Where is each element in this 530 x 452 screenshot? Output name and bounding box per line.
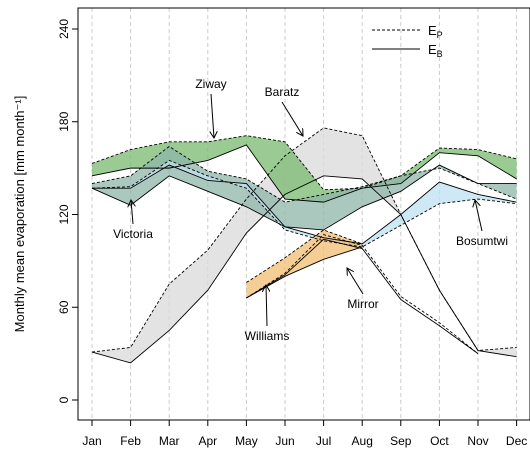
legend-sub: B <box>437 49 443 59</box>
x-tick-label: Nov <box>467 434 488 448</box>
band <box>92 160 517 247</box>
x-tick-label: Mar <box>159 434 180 448</box>
plot-frame <box>77 7 530 421</box>
band <box>92 135 517 203</box>
x-tick-label: Sep <box>390 434 412 448</box>
x-tick-label: Jul <box>316 434 331 448</box>
eb-line <box>91 144 517 203</box>
legend-symbol: E <box>428 23 437 38</box>
x-tick-label: Jan <box>82 434 101 448</box>
y-tick-label: 0 <box>57 396 71 403</box>
y-axis-label: Monthly mean evaporation [mm month⁻¹] <box>12 96 27 333</box>
legend-sub: P <box>437 30 443 40</box>
annotation-arrow <box>475 200 483 232</box>
annotation: Williams <box>245 329 290 343</box>
ep-line <box>91 127 517 353</box>
x-tick-label: May <box>235 434 258 448</box>
x-tick-label: Jun <box>275 434 294 448</box>
ep-line <box>91 159 517 248</box>
annotation-arrow <box>281 101 303 136</box>
eb-line <box>91 164 517 231</box>
eb-line <box>92 164 517 245</box>
annotation: Mirror <box>347 297 378 311</box>
x-tick-label: Oct <box>430 434 449 448</box>
legend-label: EP <box>428 23 443 40</box>
legend-symbol: E <box>428 42 437 57</box>
annotation: Bosumtwi <box>456 234 508 248</box>
annotation: Ziway <box>195 77 226 91</box>
y-tick-label: 60 <box>57 300 71 314</box>
x-tick-label: Aug <box>352 434 373 448</box>
ep-line <box>246 234 479 354</box>
y-tick-label: 180 <box>57 111 71 131</box>
annotation-arrow <box>266 285 267 327</box>
annotation-arrow <box>347 268 364 295</box>
ep-line <box>91 135 517 191</box>
x-tick-label: Apr <box>198 434 217 448</box>
annotation: Baratz <box>265 85 300 99</box>
x-tick-label: Feb <box>120 434 141 448</box>
band <box>92 146 517 230</box>
y-tick-label: 240 <box>57 19 71 39</box>
annotation: Victoria <box>113 227 153 241</box>
eb-line <box>91 175 517 364</box>
ep-line <box>246 229 363 283</box>
annotation-arrow <box>131 200 133 225</box>
annotation-arrow <box>211 93 214 138</box>
y-tick-label: 120 <box>57 204 71 224</box>
legend-label: EB <box>428 42 443 59</box>
eb-line <box>246 238 479 354</box>
x-tick-label: Dec <box>506 434 527 448</box>
ep-line <box>91 145 517 203</box>
